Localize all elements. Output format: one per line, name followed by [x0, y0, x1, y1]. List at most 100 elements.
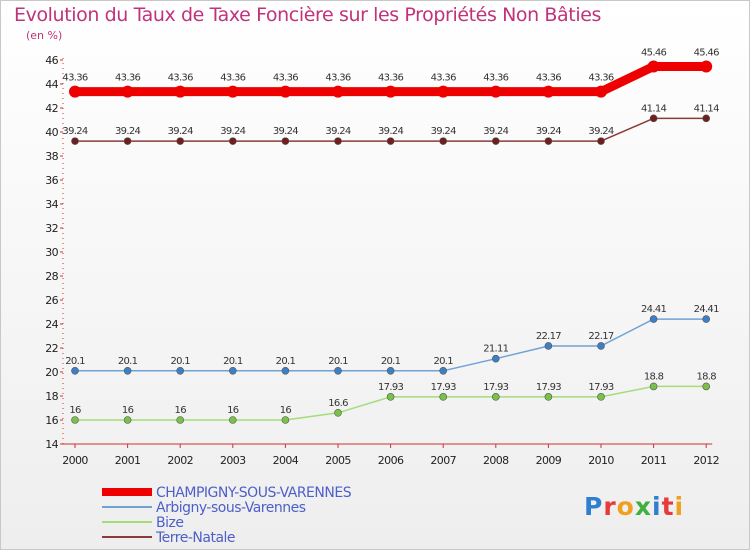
legend: CHAMPIGNY-SOUS-VARENNESArbigny-sous-Vare… — [102, 485, 352, 546]
data-point — [649, 382, 658, 391]
data-point — [647, 60, 660, 73]
data-point — [491, 137, 500, 145]
data-label: 43.36 — [273, 73, 298, 84]
data-point — [491, 354, 500, 363]
y-tick-label: 34 — [45, 198, 58, 211]
data-point — [702, 114, 711, 123]
data-point — [384, 85, 397, 98]
data-point — [334, 408, 342, 417]
data-point — [176, 137, 184, 145]
data-point — [71, 416, 79, 424]
data-label: 16 — [175, 405, 187, 416]
data-point — [544, 342, 553, 350]
data-point — [229, 366, 237, 375]
data-point — [71, 137, 79, 145]
series-champigny-sous-varennes — [69, 60, 713, 98]
y-tick-label: 28 — [45, 270, 58, 283]
data-point — [123, 416, 132, 424]
data-point — [334, 366, 342, 375]
data-label: 20.1 — [328, 356, 348, 367]
y-tick-label: 46 — [45, 54, 58, 67]
data-label: 43.36 — [115, 73, 140, 84]
data-label: 43.36 — [588, 73, 613, 84]
y-tick-label: 24 — [45, 318, 58, 331]
data-label: 43.36 — [220, 73, 245, 84]
data-label: 20.1 — [381, 356, 401, 367]
data-label: 39.24 — [378, 126, 403, 137]
x-tick-label: 2004 — [273, 454, 299, 467]
y-tick-label: 20 — [45, 366, 58, 379]
y-tick-label: 36 — [45, 174, 58, 187]
data-point — [69, 85, 81, 98]
data-label: 43.36 — [536, 73, 561, 84]
data-point — [700, 60, 713, 73]
data-label: 18.8 — [696, 371, 716, 382]
data-point — [123, 137, 132, 145]
data-point — [597, 137, 605, 145]
logo-letter: i — [674, 492, 685, 521]
data-label: 21.11 — [483, 344, 508, 355]
x-tick-label: 2006 — [378, 454, 404, 467]
data-point — [702, 315, 711, 323]
axes: 14 16 18 20 22 24 26 28 30 32 34 36 38 40 42 44 46 2000 20… — [45, 54, 719, 467]
data-label: 24.41 — [694, 304, 719, 315]
data-label: 39.24 — [536, 126, 561, 137]
data-label: 22.17 — [536, 331, 561, 342]
proxiti-logo: Proxiti — [584, 492, 684, 521]
data-label: 17.93 — [483, 382, 508, 393]
series-terre-natale — [71, 114, 711, 145]
data-labels: 16 16 16 16 16 16.6 17.93 17.93 17.93 17.93 17.93 1… — [62, 47, 719, 416]
x-tick-label: 2005 — [325, 454, 351, 467]
logo-letter: x — [634, 492, 652, 521]
data-label: 24.41 — [641, 304, 666, 315]
data-label: 16 — [69, 405, 81, 416]
data-point — [386, 366, 395, 375]
data-label: 39.24 — [168, 126, 193, 137]
data-label: 17.93 — [431, 382, 456, 393]
data-point — [439, 366, 448, 375]
data-label: 39.24 — [115, 126, 140, 137]
y-tick-label: 30 — [45, 246, 58, 259]
data-point — [226, 85, 239, 98]
data-label: 39.24 — [325, 126, 350, 137]
y-tick-label: 18 — [45, 390, 58, 403]
data-label: 43.36 — [168, 73, 193, 84]
data-label: 20.1 — [433, 356, 453, 367]
data-point — [542, 85, 555, 98]
data-point — [71, 366, 79, 375]
data-label: 22.17 — [588, 331, 613, 342]
data-point — [597, 393, 605, 401]
data-point — [334, 137, 342, 145]
logo-letter: r — [603, 492, 617, 521]
data-label: 16 — [227, 405, 239, 416]
data-label: 20.1 — [118, 356, 138, 367]
x-tick-label: 2010 — [588, 454, 614, 467]
data-label: 45.46 — [641, 47, 666, 58]
chart-title: Evolution du Taux de Taxe Foncière sur l… — [14, 4, 602, 26]
series-layer — [69, 60, 713, 424]
data-label: 16 — [122, 405, 134, 416]
legend-label: Arbigny-sous-Varennes — [156, 500, 306, 516]
data-point — [174, 85, 187, 98]
data-label: 18.8 — [644, 371, 664, 382]
y-tick-label: 14 — [45, 438, 58, 451]
data-point — [281, 366, 290, 375]
y-tick-label: 40 — [45, 126, 58, 139]
data-point — [332, 85, 344, 98]
data-point — [123, 366, 132, 375]
y-tick-label: 22 — [45, 342, 58, 355]
unit-label: (en %) — [26, 29, 63, 42]
data-point — [544, 137, 553, 145]
x-tick-label: 2003 — [220, 454, 246, 467]
data-label: 43.36 — [431, 73, 456, 84]
x-tick-label: 2002 — [167, 454, 193, 467]
logo-letter: i — [652, 492, 662, 521]
data-label: 43.36 — [62, 73, 87, 84]
logo-letter: o — [616, 492, 635, 521]
data-point — [649, 315, 658, 323]
data-label: 39.24 — [220, 126, 245, 137]
logo-letter: t — [661, 492, 675, 521]
data-label: 17.93 — [588, 382, 613, 393]
data-label: 39.24 — [273, 126, 298, 137]
